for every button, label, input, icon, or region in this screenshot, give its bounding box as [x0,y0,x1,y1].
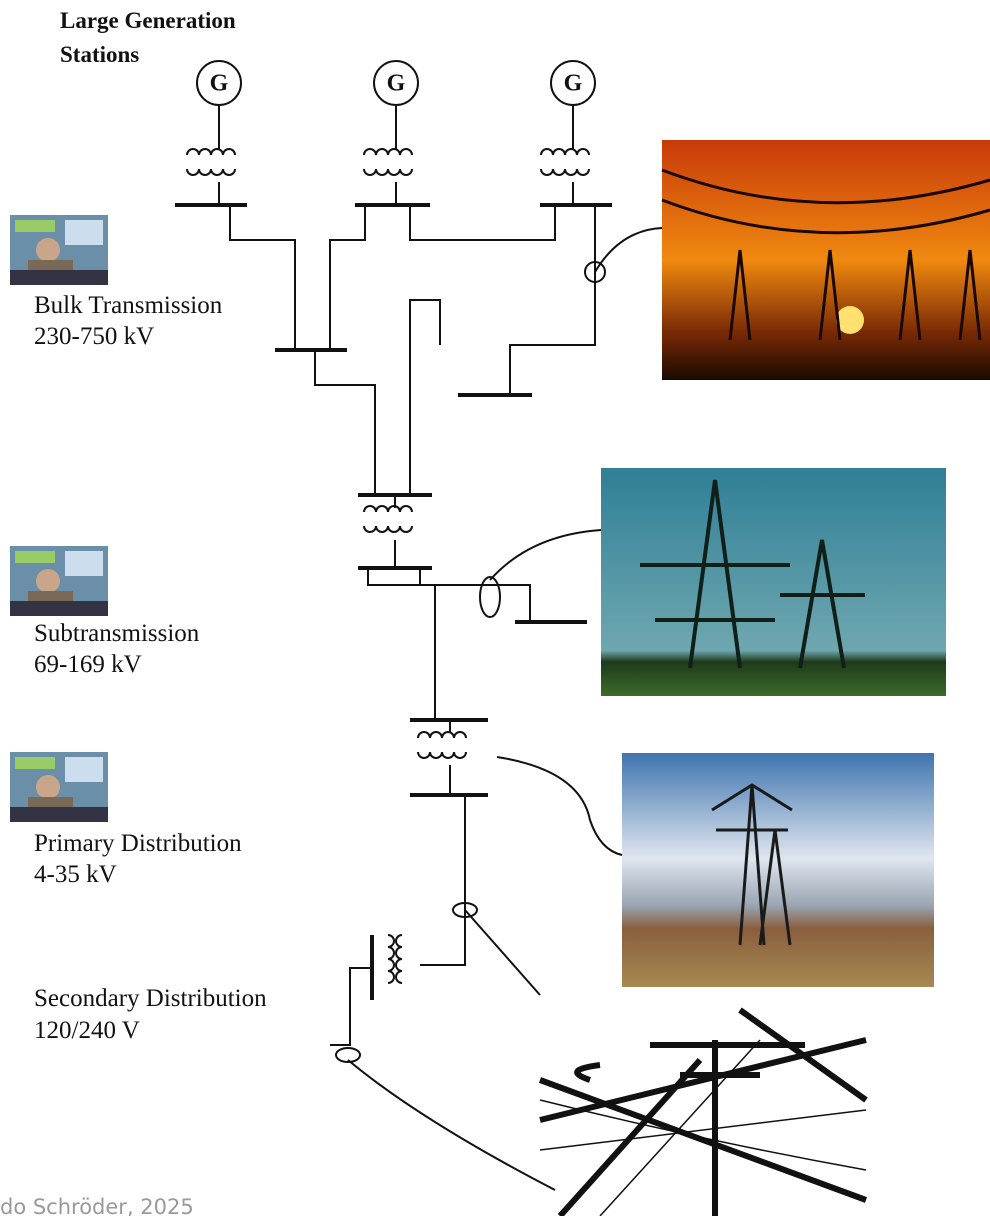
diagram: Large Generation Stations G G G Bulk Tra… [0,0,990,1216]
level-name: Primary Distribution [34,830,242,857]
footer: do Schröder, 2025 [0,1195,194,1216]
level-voltage: 4-35 kV [34,861,117,888]
thumbnail [10,215,108,285]
page: Large Generation Stations G G G Bulk Tra… [0,0,990,1216]
title-line: Stations [60,42,139,67]
level-voltage: 230-750 kV [34,323,154,350]
title-line: Large Generation [60,8,236,33]
level-voltage: 69-169 kV [34,651,142,678]
generator-label: G [564,71,583,97]
photo-sunset [662,140,990,380]
generator-label: G [210,71,229,97]
level-name: Subtransmission [34,620,200,647]
thumbnail [10,546,108,616]
photo-utility-pole [540,993,866,1216]
level-name: Secondary Distribution [34,985,267,1012]
photo-towers [601,468,946,696]
generator-label: G [387,71,406,97]
thumbnail [10,752,108,822]
photo-sky-tower [622,753,934,987]
level-name: Bulk Transmission [34,292,223,319]
level-voltage: 120/240 V [34,1017,140,1044]
